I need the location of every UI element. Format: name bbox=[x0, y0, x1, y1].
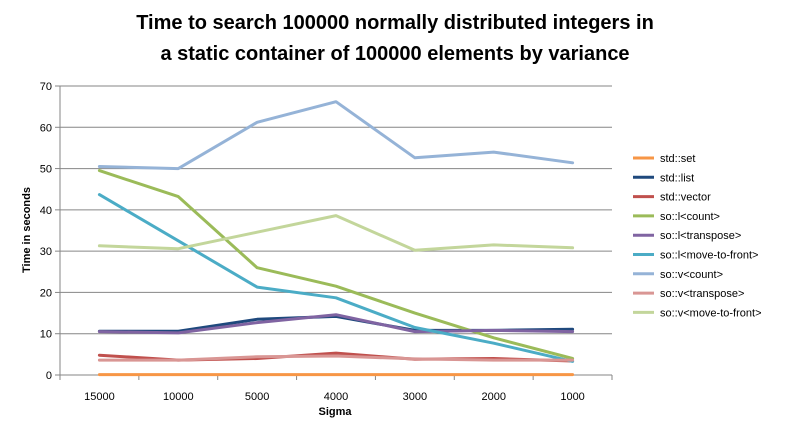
legend-label: so::v<transpose> bbox=[660, 288, 744, 300]
legend: std::setstd::liststd::vectorso::l<count>… bbox=[633, 153, 762, 319]
legend-label: so::v<count> bbox=[660, 269, 723, 281]
series-line bbox=[97, 100, 575, 171]
legend-label: so::l<move-to-front> bbox=[660, 250, 758, 262]
y-tick-label: 0 bbox=[46, 370, 52, 382]
x-tick-label: 10000 bbox=[163, 391, 194, 403]
chart-title-line1: Time to search 100000 normally distribut… bbox=[136, 12, 654, 34]
series-line bbox=[97, 169, 575, 360]
x-tick-label: 1000 bbox=[560, 391, 584, 403]
y-tick-label: 50 bbox=[40, 164, 52, 176]
legend-label: so::v<move-to-front> bbox=[660, 307, 762, 319]
y-tick-label: 10 bbox=[40, 329, 52, 341]
legend-label: so::l<count> bbox=[660, 211, 720, 223]
series-line bbox=[97, 313, 575, 335]
y-tick-label: 60 bbox=[40, 122, 52, 134]
legend-label: so::l<transpose> bbox=[660, 230, 741, 242]
y-tick-label: 20 bbox=[40, 287, 52, 299]
x-axis-label: Sigma bbox=[318, 406, 352, 418]
legend-label: std::set bbox=[660, 153, 695, 165]
series-line bbox=[97, 354, 575, 362]
series-lines bbox=[97, 100, 575, 377]
axes bbox=[55, 85, 613, 380]
x-tick-label: 15000 bbox=[84, 391, 115, 403]
y-tick-label: 70 bbox=[40, 81, 52, 93]
x-tick-label: 2000 bbox=[481, 391, 505, 403]
x-tick-label: 4000 bbox=[324, 391, 348, 403]
x-tick-label: 5000 bbox=[245, 391, 269, 403]
y-axis-ticks: 0 10 20 30 40 50 60 70 bbox=[40, 81, 52, 382]
x-tick-label: 3000 bbox=[403, 391, 427, 403]
y-tick-label: 30 bbox=[40, 246, 52, 258]
chart-title-line2: a static container of 100000 elements by… bbox=[160, 43, 629, 65]
legend-label: std::vector bbox=[660, 192, 711, 204]
series-line bbox=[97, 314, 575, 333]
series-line bbox=[97, 193, 575, 363]
legend-label: std::list bbox=[660, 172, 694, 184]
y-axis-label: Time in seconds bbox=[21, 187, 33, 273]
x-axis-ticks: 15000 10000 5000 4000 3000 2000 1000 bbox=[84, 391, 585, 403]
y-tick-label: 40 bbox=[40, 205, 52, 217]
series-line bbox=[97, 214, 575, 252]
